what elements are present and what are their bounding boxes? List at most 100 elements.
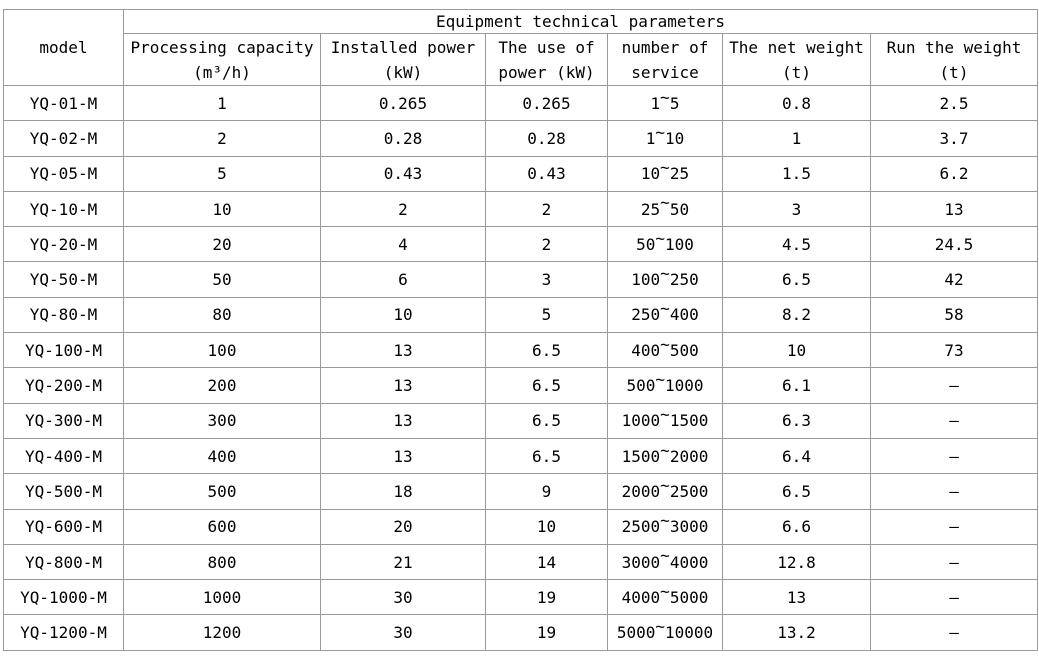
cell-number-of-service: 50~100 — [607, 226, 723, 263]
col-header-line: Run the weight — [886, 37, 1022, 57]
col-header-line: (m³/h) — [193, 62, 251, 82]
table-row: YQ-1000-M 1000 30 19 4000~5000 13 — — [3, 579, 1039, 616]
cell-number-of-service: 2500~3000 — [607, 508, 723, 545]
cell-net-weight: 6.4 — [722, 437, 871, 475]
cell-run-weight: — — [869, 508, 1039, 545]
cell-model: YQ-400-M — [3, 437, 124, 475]
col-header-net-weight: The net weight (t) — [722, 33, 871, 86]
cell-processing-capacity: 600 — [123, 508, 321, 545]
cell-installed-power: 13 — [320, 332, 486, 369]
cell-number-of-service: 1~10 — [607, 120, 723, 157]
table-row: YQ-100-M 100 13 6.5 400~500 10 73 — [3, 332, 1039, 369]
cell-run-weight: 3.7 — [869, 120, 1039, 157]
cell-run-weight: 58 — [869, 296, 1039, 334]
cell-processing-capacity: 800 — [123, 543, 321, 581]
cell-number-of-service: 1000~1500 — [607, 402, 723, 439]
cell-use-of-power: 6.5 — [485, 437, 608, 475]
cell-model: YQ-300-M — [3, 402, 124, 439]
cell-number-of-service: 400~500 — [607, 332, 723, 369]
col-header-line: Installed power — [330, 37, 476, 57]
col-header-line: number of — [621, 37, 709, 57]
cell-run-weight: 24.5 — [869, 226, 1039, 263]
cell-use-of-power: 9 — [485, 473, 608, 510]
cell-processing-capacity: 80 — [123, 296, 321, 334]
col-header-line: (t) — [939, 62, 969, 82]
table-row: YQ-600-M 600 20 10 2500~3000 6.6 — — [3, 508, 1039, 545]
cell-use-of-power: 19 — [485, 614, 608, 651]
col-header-line: service — [631, 62, 699, 82]
cell-model: YQ-1000-M — [3, 579, 124, 616]
cell-number-of-service: 1~5 — [607, 84, 723, 122]
cell-number-of-service: 5000~10000 — [607, 614, 723, 651]
cell-installed-power: 13 — [320, 437, 486, 475]
cell-processing-capacity: 200 — [123, 367, 321, 404]
cell-run-weight: — — [869, 367, 1039, 404]
cell-processing-capacity: 300 — [123, 402, 321, 439]
cell-installed-power: 0.43 — [320, 155, 486, 192]
col-header-line: (kW) — [383, 62, 423, 82]
cell-use-of-power: 3 — [485, 261, 608, 298]
table-title: Equipment technical parameters — [122, 9, 1039, 34]
cell-processing-capacity: 1200 — [123, 614, 321, 651]
cell-number-of-service: 2000~2500 — [607, 473, 723, 510]
cell-number-of-service: 1500~2000 — [607, 437, 723, 475]
cell-net-weight: 1 — [722, 120, 871, 157]
column-header-row: Processing capacity (m³/h) Installed pow… — [4, 33, 1039, 86]
col-header-line: The net weight — [729, 37, 864, 57]
cell-installed-power: 10 — [320, 296, 486, 334]
cell-use-of-power: 14 — [485, 543, 608, 581]
cell-use-of-power: 2 — [485, 190, 608, 228]
col-header-line: power (kW) — [498, 62, 595, 82]
table-body: YQ-01-M 1 0.265 0.265 1~5 0.8 2.5 YQ-02-… — [3, 84, 1039, 651]
cell-net-weight: 3 — [722, 190, 871, 228]
cell-model: YQ-1200-M — [3, 614, 124, 651]
table-row: YQ-05-M 5 0.43 0.43 10~25 1.5 6.2 — [3, 155, 1039, 192]
cell-use-of-power: 10 — [485, 508, 608, 545]
cell-run-weight: — — [869, 543, 1039, 581]
cell-model: YQ-500-M — [3, 473, 124, 510]
cell-installed-power: 30 — [320, 614, 486, 651]
table-row: YQ-02-M 2 0.28 0.28 1~10 1 3.7 — [3, 120, 1039, 157]
table-row: YQ-200-M 200 13 6.5 500~1000 6.1 — — [3, 367, 1039, 404]
cell-net-weight: 6.6 — [722, 508, 871, 545]
cell-net-weight: 4.5 — [722, 226, 871, 263]
cell-processing-capacity: 5 — [123, 155, 321, 192]
cell-installed-power: 0.28 — [320, 120, 486, 157]
table-row: YQ-10-M 10 2 2 25~50 3 13 — [3, 190, 1039, 228]
table-row: YQ-20-M 20 4 2 50~100 4.5 24.5 — [3, 226, 1039, 263]
cell-net-weight: 6.3 — [722, 402, 871, 439]
cell-model: YQ-100-M — [3, 332, 124, 369]
cell-processing-capacity: 100 — [123, 332, 321, 369]
cell-processing-capacity: 400 — [123, 437, 321, 475]
cell-run-weight: 13 — [869, 190, 1039, 228]
col-header-use-of-power: The use of power (kW) — [485, 33, 608, 86]
equipment-parameters-table: model Equipment technical parameters Pro… — [3, 9, 1039, 651]
col-header-processing-capacity: Processing capacity (m³/h) — [123, 33, 321, 86]
cell-processing-capacity: 1000 — [123, 579, 321, 616]
cell-installed-power: 4 — [320, 226, 486, 263]
cell-model: YQ-05-M — [3, 155, 124, 192]
table-row: YQ-800-M 800 21 14 3000~4000 12.8 — — [3, 543, 1039, 581]
table-row: YQ-1200-M 1200 30 19 5000~10000 13.2 — — [3, 614, 1039, 651]
cell-installed-power: 0.265 — [320, 84, 486, 122]
cell-number-of-service: 500~1000 — [607, 367, 723, 404]
cell-net-weight: 6.5 — [722, 261, 871, 298]
cell-run-weight: — — [869, 402, 1039, 439]
col-header-line: Processing capacity — [130, 37, 314, 57]
cell-installed-power: 21 — [320, 543, 486, 581]
cell-use-of-power: 0.265 — [485, 84, 608, 122]
cell-use-of-power: 2 — [485, 226, 608, 263]
cell-use-of-power: 0.28 — [485, 120, 608, 157]
cell-installed-power: 18 — [320, 473, 486, 510]
table-row: YQ-50-M 50 6 3 100~250 6.5 42 — [3, 261, 1039, 298]
cell-net-weight: 13.2 — [722, 614, 871, 651]
cell-number-of-service: 4000~5000 — [607, 579, 723, 616]
cell-net-weight: 8.2 — [722, 296, 871, 334]
cell-installed-power: 6 — [320, 261, 486, 298]
cell-net-weight: 12.8 — [722, 543, 871, 581]
cell-run-weight: — — [869, 437, 1039, 475]
cell-net-weight: 6.1 — [722, 367, 871, 404]
table-row: YQ-01-M 1 0.265 0.265 1~5 0.8 2.5 — [3, 84, 1039, 122]
cell-installed-power: 13 — [320, 367, 486, 404]
cell-use-of-power: 6.5 — [485, 367, 608, 404]
